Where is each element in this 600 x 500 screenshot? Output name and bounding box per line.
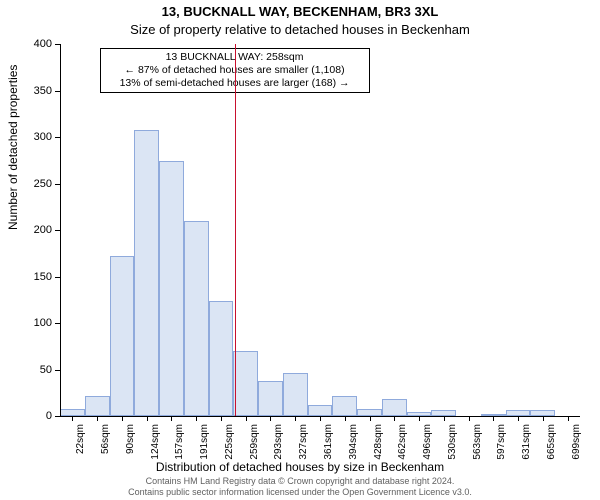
- x-tick-label: 225sqm: [225, 424, 235, 464]
- x-tick-label: 327sqm: [299, 424, 309, 464]
- x-tick-label: 631sqm: [522, 424, 532, 464]
- histogram-bar: [85, 396, 110, 416]
- x-tick-label: 157sqm: [175, 424, 185, 464]
- x-tick-mark: [270, 416, 271, 421]
- y-tick-label: 150: [12, 272, 52, 282]
- y-tick-mark: [55, 91, 60, 92]
- x-tick-mark: [171, 416, 172, 421]
- x-tick-mark: [196, 416, 197, 421]
- histogram-bar: [258, 381, 283, 416]
- x-tick-label: 22sqm: [76, 424, 86, 464]
- x-tick-label: 597sqm: [497, 424, 507, 464]
- y-tick-label: 200: [12, 225, 52, 235]
- histogram-bar: [184, 221, 209, 416]
- x-tick-mark: [320, 416, 321, 421]
- x-tick-label: 699sqm: [572, 424, 582, 464]
- x-tick-mark: [493, 416, 494, 421]
- x-tick-label: 293sqm: [274, 424, 284, 464]
- footer: Contains HM Land Registry data © Crown c…: [0, 476, 600, 498]
- y-tick-label: 100: [12, 318, 52, 328]
- x-tick-mark: [147, 416, 148, 421]
- x-tick-mark: [543, 416, 544, 421]
- histogram-bar: [110, 256, 135, 416]
- x-tick-mark: [370, 416, 371, 421]
- x-tick-label: 361sqm: [324, 424, 334, 464]
- histogram-bar: [60, 409, 85, 416]
- x-tick-mark: [568, 416, 569, 421]
- y-tick-label: 300: [12, 132, 52, 142]
- x-tick-mark: [72, 416, 73, 421]
- histogram-bar: [233, 351, 258, 416]
- y-tick-mark: [55, 230, 60, 231]
- histogram-bar: [159, 161, 184, 416]
- x-tick-label: 56sqm: [101, 424, 111, 464]
- chart-title-line2: Size of property relative to detached ho…: [0, 22, 600, 37]
- y-tick-mark: [55, 184, 60, 185]
- x-tick-mark: [246, 416, 247, 421]
- x-tick-mark: [394, 416, 395, 421]
- chart-title-line1: 13, BUCKNALL WAY, BECKENHAM, BR3 3XL: [0, 4, 600, 19]
- x-tick-mark: [221, 416, 222, 421]
- x-tick-label: 496sqm: [423, 424, 433, 464]
- chart-container: 13, BUCKNALL WAY, BECKENHAM, BR3 3XL Siz…: [0, 0, 600, 500]
- x-tick-label: 124sqm: [151, 424, 161, 464]
- y-tick-mark: [55, 44, 60, 45]
- y-tick-label: 50: [12, 365, 52, 375]
- histogram-bar: [134, 130, 159, 416]
- x-tick-mark: [122, 416, 123, 421]
- histogram-bar: [382, 399, 407, 416]
- x-tick-mark: [444, 416, 445, 421]
- x-tick-label: 530sqm: [448, 424, 458, 464]
- plot-area: [60, 44, 580, 416]
- x-tick-mark: [97, 416, 98, 421]
- footer-line2: Contains public sector information licen…: [0, 487, 600, 498]
- y-tick-mark: [55, 277, 60, 278]
- histogram-bar: [283, 373, 308, 416]
- x-tick-mark: [469, 416, 470, 421]
- y-tick-mark: [55, 416, 60, 417]
- y-tick-mark: [55, 370, 60, 371]
- y-tick-mark: [55, 323, 60, 324]
- x-tick-label: 462sqm: [398, 424, 408, 464]
- marker-line: [235, 44, 236, 416]
- histogram-bar: [357, 409, 382, 416]
- x-tick-mark: [419, 416, 420, 421]
- x-tick-mark: [345, 416, 346, 421]
- x-tick-label: 428sqm: [374, 424, 384, 464]
- x-tick-label: 665sqm: [547, 424, 557, 464]
- histogram-bar: [332, 396, 357, 416]
- x-tick-label: 259sqm: [250, 424, 260, 464]
- y-tick-label: 0: [12, 411, 52, 421]
- x-tick-label: 191sqm: [200, 424, 210, 464]
- x-tick-label: 90sqm: [126, 424, 136, 464]
- x-tick-mark: [295, 416, 296, 421]
- x-tick-mark: [518, 416, 519, 421]
- histogram-bar: [308, 405, 333, 416]
- y-tick-label: 250: [12, 179, 52, 189]
- histogram-bar: [209, 301, 234, 416]
- x-tick-label: 394sqm: [349, 424, 359, 464]
- y-tick-label: 350: [12, 86, 52, 96]
- y-axis-line: [60, 44, 61, 416]
- y-tick-label: 400: [12, 39, 52, 49]
- y-tick-mark: [55, 137, 60, 138]
- footer-line1: Contains HM Land Registry data © Crown c…: [0, 476, 600, 487]
- x-tick-label: 563sqm: [473, 424, 483, 464]
